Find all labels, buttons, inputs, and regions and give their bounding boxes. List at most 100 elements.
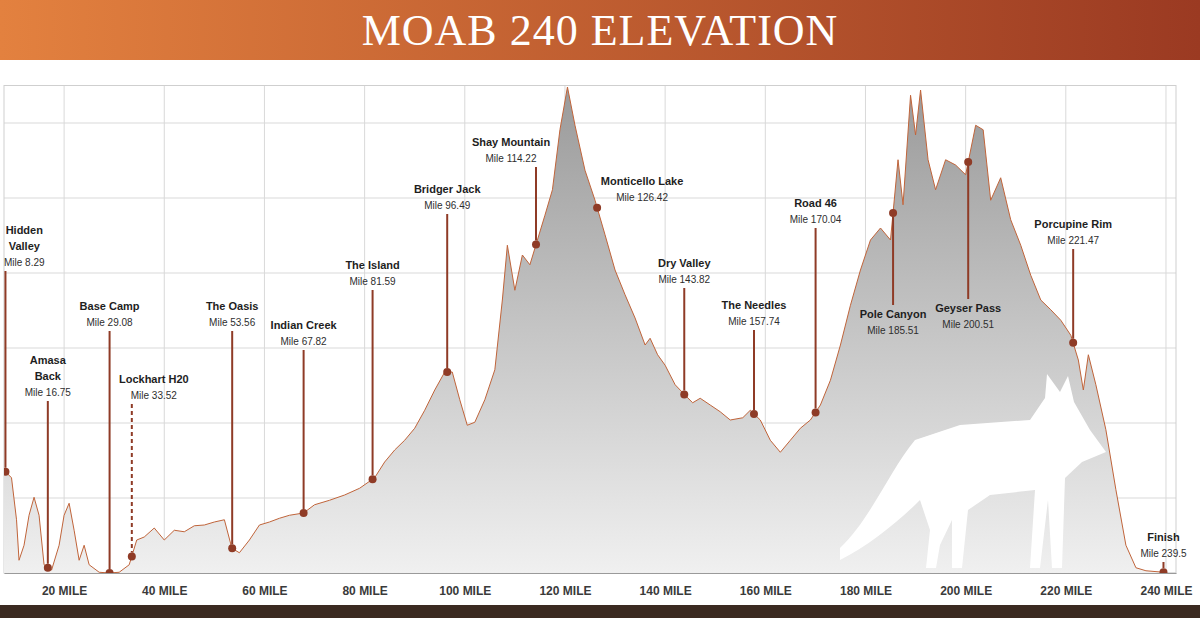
tick: 40 MILE [142,573,187,598]
leader-line [446,214,448,368]
leaders [5,166,1163,569]
leader-line [47,401,49,564]
marker-label: Dry ValleyMile 143.82 [658,257,711,285]
marker-dot [4,468,9,476]
x-axis: 20 MILE 40 MILE 60 MILE 80 MILE 100 MILE 120 … [5,573,1193,598]
marker-name: Dry Valley [658,257,711,269]
y-grid-line [4,123,1176,124]
tick-label: 240 MILE [1140,584,1192,598]
marker-dot [300,509,308,517]
marker-label: Indian Creek Mile 67.82 [271,319,338,347]
marker-name: Base Camp [80,300,140,312]
marker-mile: Mile 221.47 [1047,235,1099,246]
tick-label: 100 MILE [439,584,491,598]
tick-label: 140 MILE [640,584,692,598]
x-grid-line [264,86,265,574]
marker-dot [593,204,601,212]
marker-dot [680,391,688,399]
plot-area [4,87,1163,573]
leader-line [131,404,133,553]
marker-name: The Island [345,259,399,271]
marker-mile: Mile 29.08 [87,317,134,328]
marker-mile: Mile 33.52 [131,390,178,401]
elevation-line [4,87,1163,573]
tick-label: 180 MILE [840,584,892,598]
background [0,0,1200,618]
leader-line [4,271,6,468]
marker-name: Finish [1147,531,1180,543]
plot-frame [4,86,1176,574]
marker-dot [1069,339,1077,347]
marker-label: Finish Mile 239.5 [1140,531,1187,559]
fox-silhouette [840,374,1106,568]
marker-dot [532,241,540,249]
title-banner [0,0,1200,60]
tick-label: 80 MILE [342,584,387,598]
marker-dot [44,564,52,572]
tick-label: 40 MILE [142,584,187,598]
marker-label: HiddenValleyMile 8.29 [4,224,45,268]
marker-mile: Mile 200.51 [942,319,994,330]
marker-dot [128,553,136,561]
marker-mile: Mile 16.75 [25,387,72,398]
marker-label: Shay Mountain Mile 114.22 [472,136,551,164]
tick: 160 MILE [740,573,792,598]
marker-dot [812,409,820,417]
grid [4,86,1176,574]
leader-line [753,330,755,410]
tick: 100 MILE [439,573,491,598]
tick-label: 20 MILE [42,584,87,598]
leader-line [109,331,111,569]
tick: 180 MILE [840,573,892,598]
marker-mile: Mile 239.5 [1140,548,1187,559]
marker-mile: Mile 126.42 [616,192,668,203]
marker-mile: Mile 114.22 [486,153,537,164]
elevation-area [4,87,1163,573]
tick: 240 MILE [1140,573,1192,598]
marker-label: Base Camp Mile 29.08 [80,300,140,328]
marker-dot [369,475,377,483]
marker-name: Pole Canyon [860,308,927,320]
marker-name: AmasaBack [30,354,67,382]
marker-name: The Needles [722,299,787,311]
leader-line [1162,562,1164,568]
tick: 80 MILE [342,573,387,598]
leader-line [683,288,685,391]
marker-mile: Mile 67.82 [281,336,328,347]
marker-mile: Mile 81.59 [350,276,397,287]
marker-label: Bridger JackMile 96.49 [414,183,482,211]
marker-dot [889,209,897,217]
markers [4,158,1167,573]
marker-label: The Island Mile 81.59 [345,259,399,287]
tick-label: 120 MILE [539,584,591,598]
tick: 60 MILE [242,573,287,598]
x-grid-line [64,86,65,574]
x-grid-line [164,86,165,574]
marker-dot [443,368,451,376]
tick-label: 220 MILE [1040,584,1092,598]
leader-line [1072,249,1074,339]
marker-mile: Mile 53.56 [209,317,256,328]
marker-name: Monticello Lake [601,175,684,187]
tick: 200 MILE [940,573,992,598]
marker-name: Indian Creek [271,319,338,331]
leader-line [815,228,817,409]
marker-label: Monticello Lake Mile 126.42 [601,175,684,203]
chart: MOAB 240 ELEVATION 20 MILE 40 MILE 60 MILE 8… [0,0,1200,618]
marker-label: Road 46Mile 170.04 [790,197,842,225]
leader-line [303,350,305,509]
marker-label: Pole CanyonMile 185.51 [860,308,927,336]
marker-mile: Mile 96.49 [424,200,471,211]
chart-title: MOAB 240 ELEVATION [362,6,839,55]
marker-dot [750,410,758,418]
marker-label: Porcupine RimMile 221.47 [1034,218,1112,246]
marker-name: The Oasis [206,300,259,312]
tick-label: 200 MILE [940,584,992,598]
marker-label: Lockhart H20Mile 33.52 [119,373,189,401]
leader-line [535,167,537,241]
x-grid-line [1165,86,1166,574]
tick-label: 160 MILE [740,584,792,598]
marker-mile: Mile 8.29 [4,257,45,268]
marker-name: Geyser Pass [935,302,1001,314]
marker-name: Shay Mountain [472,136,551,148]
